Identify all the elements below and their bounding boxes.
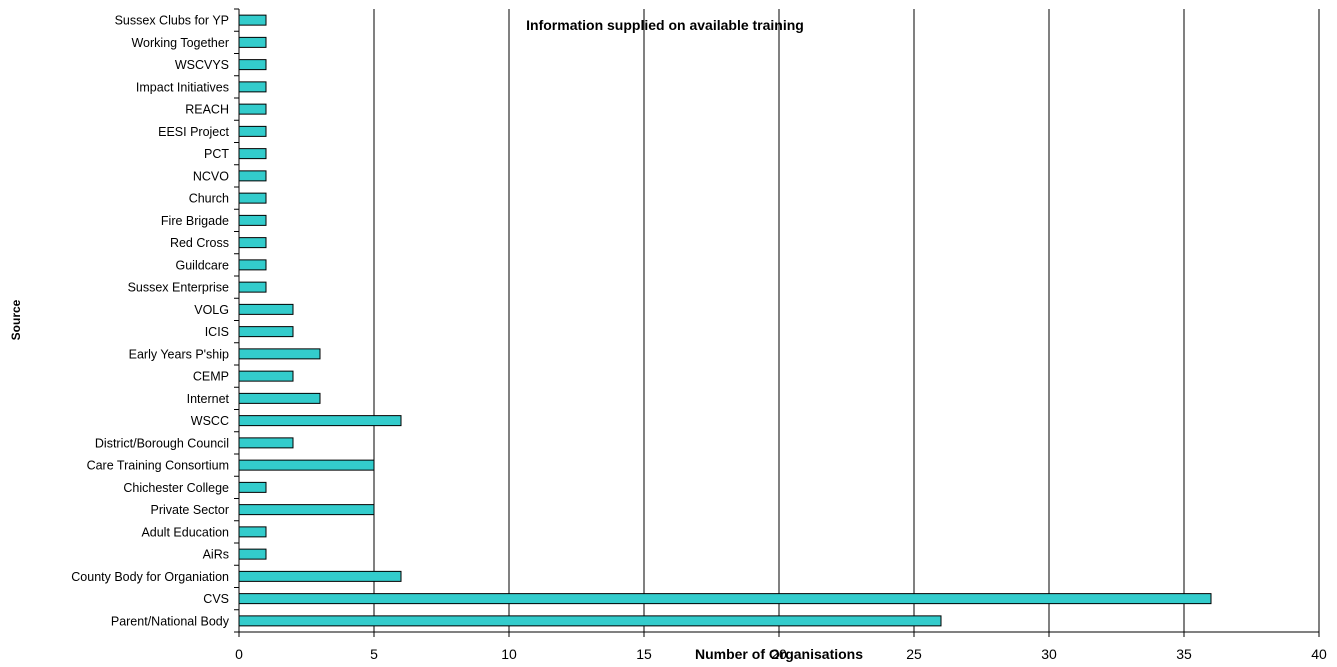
bar-18	[238, 237, 267, 249]
bar-27	[238, 36, 267, 48]
category-label-3: County Body for Organiation	[71, 570, 229, 584]
category-label-8: Care Training Consortium	[87, 459, 229, 473]
x-tick-label-25: 25	[906, 646, 922, 662]
category-label-2: CVS	[203, 592, 229, 606]
x-tick-label-5: 5	[370, 646, 378, 662]
category-label-17: Guildcare	[176, 258, 230, 272]
bar-26	[238, 59, 267, 71]
bar-22	[238, 148, 267, 160]
grid-layer	[373, 9, 1320, 632]
category-label-11: Internet	[187, 392, 230, 406]
category-label-6: Private Sector	[150, 503, 229, 517]
bar-7	[238, 481, 267, 493]
category-label-20: Church	[189, 192, 229, 206]
bar-14	[238, 326, 294, 338]
x-axis-title: Number of Organisations	[695, 646, 863, 662]
category-label-12: CEMP	[193, 370, 229, 384]
bar-21	[238, 170, 267, 182]
x-tick-label-0: 0	[235, 646, 243, 662]
category-label-27: Working Together	[131, 36, 229, 50]
category-label-9: District/Borough Council	[95, 436, 229, 450]
bar-6	[238, 504, 375, 516]
x-tick-label-10: 10	[501, 646, 517, 662]
bar-11	[238, 392, 321, 404]
bar-10	[238, 415, 402, 427]
bar-16	[238, 281, 267, 293]
bar-28	[238, 14, 267, 26]
chart-title: Information supplied on available traini…	[526, 17, 804, 33]
bar-2	[238, 593, 1212, 605]
bar-layer	[238, 14, 1212, 627]
bar-8	[238, 459, 375, 471]
bar-17	[238, 259, 267, 271]
bar-12	[238, 370, 294, 382]
bar-4	[238, 548, 267, 560]
bar-24	[238, 103, 267, 115]
bar-5	[238, 526, 267, 538]
category-label-14: ICIS	[205, 325, 229, 339]
bar-13	[238, 348, 321, 360]
category-label-23: EESI Project	[158, 125, 229, 139]
bar-23	[238, 125, 267, 137]
category-label-24: REACH	[185, 103, 229, 117]
category-label-10: WSCC	[191, 414, 229, 428]
category-label-13: Early Years P'ship	[129, 347, 229, 361]
category-label-21: NCVO	[193, 169, 229, 183]
category-label-1: Parent/National Body	[111, 614, 230, 628]
y-axis-title: Source	[9, 299, 23, 340]
bar-15	[238, 303, 294, 315]
category-label-25: Impact Initiatives	[136, 80, 229, 94]
label-layer: 0 5 10 15 20 25 30 35 40 Parent/National Body CVS C…	[71, 14, 1327, 662]
bar-1	[238, 615, 942, 627]
bar-3	[238, 570, 402, 582]
category-label-16: Sussex Enterprise	[128, 281, 229, 295]
category-label-22: PCT	[204, 147, 229, 161]
bar-19	[238, 214, 267, 226]
category-label-4: AiRs	[203, 548, 229, 562]
bar-20	[238, 192, 267, 204]
bar-25	[238, 81, 267, 93]
category-label-5: Adult Education	[141, 525, 229, 539]
category-label-15: VOLG	[194, 303, 229, 317]
bar-9	[238, 437, 294, 449]
category-label-26: WSCVYS	[175, 58, 229, 72]
category-label-28: Sussex Clubs for YP	[115, 14, 229, 28]
axis-layer	[234, 8, 1320, 637]
category-label-19: Fire Brigade	[161, 214, 229, 228]
x-tick-label-40: 40	[1311, 646, 1327, 662]
x-tick-label-15: 15	[636, 646, 652, 662]
x-tick-label-20: 20	[771, 646, 787, 662]
category-label-18: Red Cross	[170, 236, 229, 250]
category-label-7: Chichester College	[123, 481, 229, 495]
x-tick-label-30: 30	[1041, 646, 1057, 662]
x-tick-label-35: 35	[1176, 646, 1192, 662]
